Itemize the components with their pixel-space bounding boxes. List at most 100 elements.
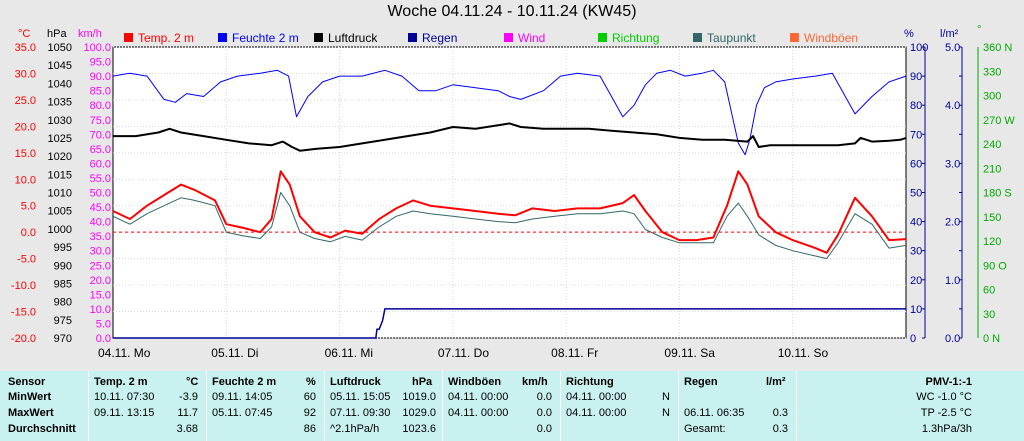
x-tick-label: 09.11. Sa [664, 346, 715, 360]
direction-tick-label: 330 [983, 66, 1001, 78]
direction-tick-label: 120 [983, 236, 1001, 248]
x-tick-label: 08.11. Fr [551, 346, 598, 360]
temp-max-value: 11.7 [177, 407, 198, 419]
column-separator [88, 371, 89, 441]
pmv-pressure-trend: 1.3hPa/3h [921, 423, 972, 435]
chart-legend: Temp. 2 m Feuchte 2 m Luftdruck Regen Wind Ri… [124, 31, 858, 45]
weather-chart: 35.0 30.0 25.0 20.0 15.0 10.0 5.0 0.0 -5.0 -10.0 -… [11, 24, 1015, 360]
gust-min-time: 04.11. 00:00 [448, 391, 509, 403]
pressure-tick-label: 1005 [48, 206, 72, 218]
direction-tick-label: 90 O [983, 260, 1007, 272]
plot-background [112, 46, 907, 339]
direction-unit-label: ° [977, 24, 981, 36]
temp-unit-label: °C [18, 28, 30, 40]
temp-min-time: 10.11. 07:30 [94, 391, 155, 403]
pressure-unit: hPa [412, 376, 433, 388]
wind-tick-label: 15.0 [90, 289, 111, 301]
direction-min-time: 04.11. 00:00 [566, 391, 627, 403]
direction-tick-label: 0 N [983, 333, 1000, 345]
series-layer [112, 69, 907, 339]
temp-tick-label: 15.0 [15, 148, 36, 160]
wind-tick-label: 45.0 [90, 202, 111, 214]
direction-max-value: N [662, 407, 670, 419]
wind-tick-label: 60.0 [90, 158, 111, 170]
pressure-max-value: 1029.0 [402, 407, 436, 419]
column-separator [206, 371, 207, 441]
legend-label: Regen [422, 31, 457, 45]
wind-tick-label: 100.0 [83, 42, 111, 54]
humidity-tick-label: 50 [910, 188, 922, 200]
pressure-tick-label: 1035 [48, 97, 72, 109]
legend-label: Feuchte 2 m [232, 31, 299, 45]
gust-unit: km/h [522, 376, 548, 388]
wind-tick-label: 75.0 [90, 115, 111, 127]
legend-label: Temp. 2 m [138, 31, 194, 45]
wind-tick-label: 0.0 [96, 333, 111, 345]
pressure-tick-label: 1025 [48, 133, 72, 145]
wind-tick-label: 55.0 [90, 173, 111, 185]
humidity-header: Feuchte 2 m [212, 376, 277, 388]
legend-swatch [693, 33, 702, 42]
pressure-trend: ^2.1hPa/h [330, 423, 380, 435]
pmv-windchill: WC -1.0 °C [916, 391, 972, 403]
wind-tick-label: 70.0 [90, 129, 111, 141]
pressure-min-time: 05.11. 15:05 [330, 391, 391, 403]
legend-swatch [408, 33, 417, 42]
wind-tick-label: 65.0 [90, 144, 111, 156]
rain-tick-label: 1.0 [945, 275, 960, 287]
humidity-avg-value: 86 [303, 423, 316, 435]
legend-label: Wind [518, 31, 545, 45]
sensor-header: Sensor [8, 376, 46, 388]
pressure-tick-label: 985 [54, 278, 72, 290]
temp-unit: °C [186, 376, 199, 388]
row-label-max: MaxWert [8, 407, 54, 419]
series-line-temp-2-m [112, 170, 907, 254]
humidity-min-time: 09.11. 14:05 [212, 391, 273, 403]
humidity-tick-label: 80 [910, 100, 922, 112]
column-separator [442, 371, 443, 441]
pressure-tick-label: 995 [54, 242, 72, 254]
temp-tick-label: -15.0 [11, 307, 36, 319]
legend-label: Windböen [804, 31, 858, 45]
humidity-tick-label: 90 [910, 71, 922, 83]
pmv-dewpoint: TP -2.5 °C [920, 407, 972, 419]
temp-tick-label: 30.0 [15, 68, 36, 80]
direction-tick-label: 300 [983, 91, 1001, 103]
temp-tick-label: 35.0 [15, 42, 36, 54]
legend-swatch [314, 33, 323, 42]
chart-title: Woche 04.11.24 - 10.11.24 (KW45) [387, 3, 637, 20]
column-separator [678, 371, 679, 441]
wind-tick-label: 80.0 [90, 100, 111, 112]
pressure-tick-label: 1020 [48, 151, 72, 163]
direction-tick-label: 210 [983, 163, 1001, 175]
pressure-header: Luftdruck [330, 376, 381, 388]
humidity-tick-label: 10 [910, 304, 922, 316]
column-separator [324, 371, 325, 441]
rain-unit: l/m² [766, 376, 786, 388]
legend-swatch [124, 33, 133, 42]
humidity-max-value: 92 [303, 407, 316, 419]
temp-tick-label: -5.0 [17, 254, 36, 266]
rain-tick-label: 2.0 [945, 217, 960, 229]
rain-max-value: 0.3 [772, 407, 788, 419]
direction-min-value: N [662, 391, 670, 403]
pressure-tick-label: 980 [54, 297, 72, 309]
x-axis: 04.11. Mo 05.11. Di 06.11. Mi 07.11. Do 08.1… [98, 346, 829, 360]
temp-tick-label: 0.0 [21, 227, 36, 239]
rain-header: Regen [684, 376, 718, 388]
humidity-tick-label: 100 [910, 42, 928, 54]
direction-max-time: 04.11. 00:00 [566, 407, 627, 419]
legend-swatch [218, 33, 227, 42]
series-line-regen [113, 308, 906, 339]
wind-tick-label: 90.0 [90, 71, 111, 83]
pressure-tick-label: 990 [54, 260, 72, 272]
wind-tick-label: 50.0 [90, 188, 111, 200]
temp-tick-label: 5.0 [21, 201, 36, 213]
humidity-tick-label: 40 [910, 217, 922, 229]
legend-swatch [790, 33, 799, 42]
rain-total-label: Gesamt: [684, 423, 726, 435]
pressure-tick-label: 1045 [48, 60, 72, 72]
humidity-max-time: 05.11. 07:45 [212, 407, 273, 419]
humidity-tick-label: 70 [910, 129, 922, 141]
row-label-avg: Durchschnitt [8, 423, 76, 435]
